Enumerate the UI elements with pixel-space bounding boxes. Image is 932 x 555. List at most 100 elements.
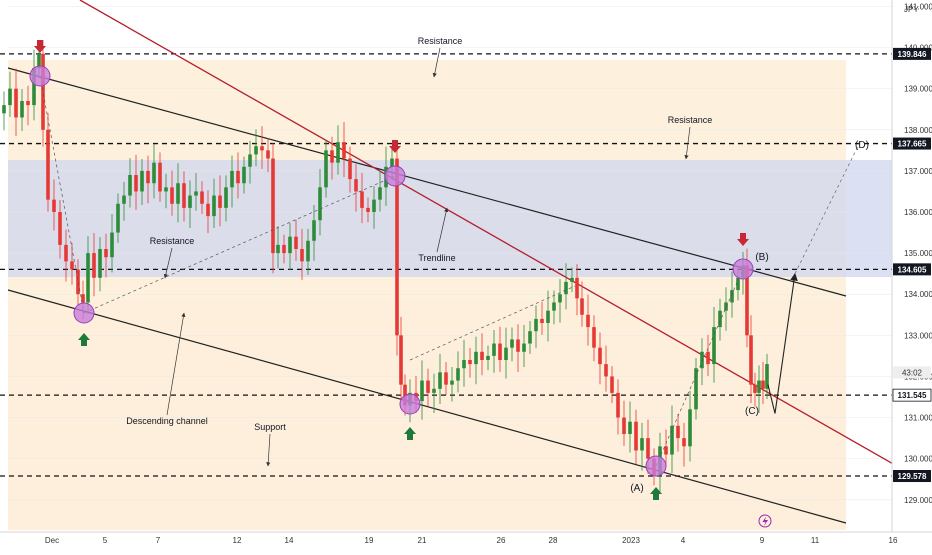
candle [230, 170, 234, 188]
level-label-box [892, 388, 932, 402]
candle [552, 302, 556, 311]
candle [616, 392, 620, 418]
candle [46, 129, 50, 200]
candle [104, 249, 108, 258]
level-labels: 139.846 137.665 134.605 131.545 129.578 43:02 [892, 47, 932, 483]
down-arrow-icon [34, 40, 46, 53]
candle [610, 376, 614, 393]
candle [736, 277, 740, 291]
time-axis[interactable] [0, 532, 932, 550]
candle [682, 438, 686, 447]
candle [724, 302, 728, 311]
candle [288, 236, 292, 254]
down-arrow-icon [737, 233, 749, 246]
candle [498, 343, 502, 360]
candle [98, 249, 102, 278]
candle [730, 290, 734, 303]
candle [348, 158, 352, 180]
candle [266, 150, 270, 159]
y-tick-label: 139.000 [904, 85, 932, 94]
x-tick-label: 14 [285, 536, 294, 545]
level-label: 131.545 [898, 391, 927, 400]
candle [360, 191, 364, 208]
candle [158, 162, 162, 192]
x-tick-label: 26 [497, 536, 506, 545]
level-label-box [893, 47, 931, 60]
candle [438, 372, 442, 389]
annotation-pointer [163, 247, 173, 279]
candle [122, 195, 126, 204]
up-arrow-icon [650, 487, 662, 500]
candle [586, 314, 590, 328]
levels [0, 53, 892, 477]
annotation-label: Descending channel [126, 416, 208, 426]
x-tick-label: 21 [418, 536, 427, 545]
y-tick-label: 137.000 [904, 167, 932, 176]
pivot-circle[interactable] [645, 455, 667, 477]
channel-lower-line[interactable] [7, 289, 847, 524]
wave-label: (C) [745, 406, 759, 417]
candle [700, 351, 704, 369]
candle [757, 380, 761, 393]
candle [182, 183, 186, 208]
candle [294, 236, 298, 249]
pivot-circle[interactable] [29, 65, 51, 87]
pivot-circle[interactable] [399, 393, 421, 415]
current-price-box [893, 366, 931, 379]
candle [188, 195, 192, 208]
candle [20, 101, 24, 118]
channel-upper-line[interactable] [7, 67, 847, 297]
candle [218, 195, 222, 208]
candle [504, 347, 508, 360]
candle [176, 183, 180, 204]
candle [282, 244, 286, 254]
annotation-label: Resistance [418, 36, 463, 46]
currency-label: JPY [904, 5, 919, 14]
candle [676, 425, 680, 439]
candle [224, 187, 228, 208]
candle [200, 191, 204, 204]
x-tick-label: 19 [365, 536, 374, 545]
level-label: 129.578 [898, 472, 927, 481]
candle [712, 327, 716, 365]
candle [336, 142, 340, 163]
candle [260, 146, 264, 151]
x-tick-label: 4 [681, 536, 686, 545]
candle [32, 68, 36, 106]
flash-icon[interactable] [758, 514, 772, 528]
candle [558, 294, 562, 303]
wave-label: (A) [630, 483, 643, 494]
level-label: 134.605 [898, 265, 927, 274]
pivot-circle[interactable] [73, 302, 95, 324]
x-tick-label: 16 [889, 536, 898, 545]
candle [271, 158, 275, 254]
y-tick-label: 133.000 [904, 331, 932, 340]
candle [580, 298, 584, 315]
candle [140, 170, 144, 192]
candle [426, 380, 430, 393]
candle [575, 277, 579, 299]
projection-dashed [794, 141, 861, 274]
candle [37, 53, 41, 69]
candle [528, 331, 532, 344]
swing-path [83, 175, 396, 314]
candle [300, 249, 304, 262]
candle [765, 364, 769, 389]
y-tick-label: 141.000 [904, 2, 932, 11]
candle [462, 360, 466, 369]
candle [745, 265, 749, 336]
candle [450, 380, 454, 385]
candle [366, 207, 370, 212]
candle [110, 232, 114, 258]
pivot-circle[interactable] [384, 165, 406, 187]
candle [116, 203, 120, 233]
up-arrow-icon [404, 427, 416, 440]
candle [52, 199, 56, 212]
projection-path[interactable] [767, 272, 798, 414]
pivot-circle[interactable] [732, 258, 754, 280]
annotation-pointer [266, 433, 271, 467]
candle [318, 187, 322, 221]
candle [718, 310, 722, 328]
level-label-box [893, 137, 931, 150]
